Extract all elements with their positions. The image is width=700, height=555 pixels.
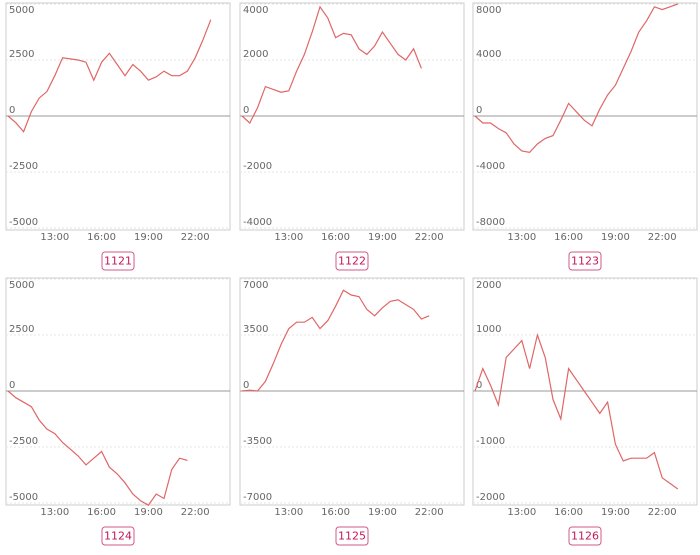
chart-label-button[interactable]: 1126 [568,526,602,546]
y-tick-label: 1000 [476,324,501,335]
x-tick-label: 19:00 [368,232,397,243]
y-tick-label: 0 [476,380,482,391]
y-tick-label: -5000 [9,217,38,228]
y-tick-label: -3500 [243,436,272,447]
x-tick-label: 22:00 [648,232,677,243]
y-tick-label: 5000 [9,280,34,291]
y-tick-label: -4000 [476,161,505,172]
chart-title: 1125 [338,530,366,543]
x-tick-label: 22:00 [648,507,677,518]
chart-label-button[interactable]: 1124 [101,526,135,546]
chart-title: 1122 [338,255,366,268]
x-tick-label: 13:00 [40,507,69,518]
y-tick-label: 0 [243,105,249,116]
x-tick-label: 16:00 [87,507,116,518]
y-tick-label: 0 [243,380,249,391]
x-tick-label: 19:00 [134,232,163,243]
y-tick-label: -2000 [476,492,505,503]
x-tick-label: 16:00 [554,507,583,518]
chart-label-button[interactable]: 1125 [335,526,369,546]
x-tick-label: 22:00 [181,507,210,518]
y-tick-label: -1000 [476,436,505,447]
x-tick-label: 19:00 [368,507,397,518]
label-box [568,526,602,546]
data-line [241,289,430,392]
x-tick-label: 16:00 [321,232,350,243]
data-line [241,5,422,124]
data-line [7,390,188,506]
y-tick-label: 2000 [243,49,268,60]
x-tick-label: 16:00 [554,232,583,243]
y-tick-label: -2000 [243,161,272,172]
x-tick-label: 13:00 [507,232,536,243]
y-tick-label: -4000 [243,217,272,228]
y-tick-label: 4000 [243,5,268,16]
chart-label-button[interactable]: 1123 [568,251,602,271]
label-box [568,251,602,271]
x-tick-label: 19:00 [601,507,630,518]
y-tick-label: 7000 [243,280,268,291]
y-tick-label: 5000 [9,5,34,16]
label-box [335,526,369,546]
chart-title: 1126 [571,530,599,543]
y-tick-label: -7000 [243,492,272,503]
y-tick-label: -5000 [9,492,38,503]
x-tick-label: 13:00 [40,232,69,243]
x-tick-label: 16:00 [321,507,350,518]
data-line [7,19,212,133]
chart-title: 1123 [571,255,599,268]
y-tick-label: -2500 [9,161,38,172]
y-tick-label: 2000 [476,280,501,291]
label-box [101,251,135,271]
x-tick-label: 19:00 [601,232,630,243]
y-tick-label: 4000 [476,49,501,60]
x-tick-label: 13:00 [274,507,303,518]
x-tick-label: 13:00 [274,232,303,243]
y-tick-label: 0 [476,105,482,116]
y-tick-label: -2500 [9,436,38,447]
y-tick-label: 2500 [9,324,34,335]
chart-title: 1124 [104,530,132,543]
y-tick-label: 2500 [9,49,34,60]
x-tick-label: 22:00 [415,232,444,243]
y-tick-label: 3500 [243,324,268,335]
chart-title: 1121 [104,255,132,268]
chart-label-button[interactable]: 1122 [335,251,369,271]
y-tick-label: -8000 [476,217,505,228]
data-line [474,332,679,490]
y-tick-label: 0 [9,380,15,391]
data-line [474,3,679,154]
label-box [101,526,135,546]
chart-label-button[interactable]: 1121 [101,251,135,271]
x-tick-label: 19:00 [134,507,163,518]
x-tick-label: 13:00 [507,507,536,518]
label-box [335,251,369,271]
x-tick-label: 22:00 [181,232,210,243]
x-tick-label: 16:00 [87,232,116,243]
x-tick-label: 22:00 [415,507,444,518]
y-tick-label: 8000 [476,5,501,16]
y-tick-label: 0 [9,105,15,116]
